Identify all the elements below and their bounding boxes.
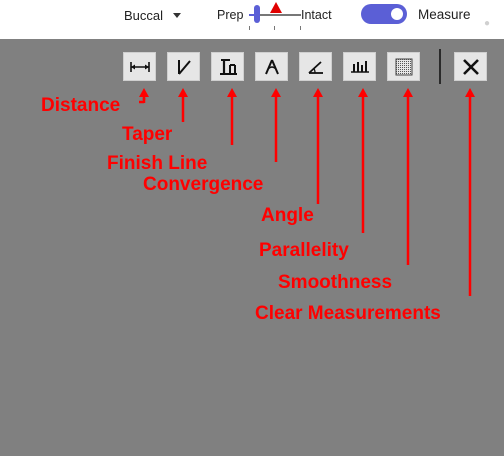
toggle-knob bbox=[391, 8, 403, 20]
taper-arrowhead bbox=[178, 88, 188, 97]
close-icon bbox=[462, 58, 479, 75]
view-dropdown[interactable]: Buccal bbox=[124, 6, 182, 24]
callout-angle: Angle bbox=[261, 205, 314, 226]
slider-tick bbox=[249, 26, 250, 30]
convergence-icon bbox=[264, 59, 279, 74]
callout-distance: Distance bbox=[41, 95, 121, 116]
parallelity-arrowhead bbox=[358, 88, 368, 97]
callout-parallelity: Parallelity bbox=[259, 240, 349, 261]
smoothness-arrowhead bbox=[403, 88, 413, 97]
smoothness-button[interactable] bbox=[387, 52, 420, 81]
measure-label: Measure bbox=[418, 7, 471, 22]
clear-measurements-button[interactable] bbox=[454, 52, 487, 81]
parallelity-icon bbox=[350, 60, 369, 73]
annotation-arrow-group bbox=[139, 88, 475, 296]
slider-tick bbox=[300, 26, 301, 30]
clear-arrowhead bbox=[465, 88, 475, 97]
callout-taper: Taper bbox=[122, 124, 173, 145]
distance-icon bbox=[129, 61, 150, 72]
convergence-arrowhead bbox=[271, 88, 281, 97]
callout-clear-measurements: Clear Measurements bbox=[255, 303, 441, 324]
finish-line-icon bbox=[219, 58, 237, 75]
callout-finish-line: Finish Line bbox=[107, 153, 208, 174]
finish-line-arrowhead bbox=[227, 88, 237, 97]
top-bar: Buccal Prep Intact Measure ● bbox=[0, 0, 504, 39]
slider-thumb[interactable] bbox=[253, 5, 260, 23]
annotation-pointer-icon bbox=[270, 2, 282, 13]
angle-arrowhead bbox=[313, 88, 323, 97]
view-dropdown-value: Buccal bbox=[124, 7, 164, 23]
paw-icon: ● bbox=[484, 18, 491, 29]
slider-track bbox=[249, 14, 301, 16]
taper-button[interactable] bbox=[167, 52, 200, 81]
callout-smoothness: Smoothness bbox=[278, 272, 393, 293]
distance-arrowhead bbox=[139, 88, 149, 97]
distance-button[interactable] bbox=[123, 52, 156, 81]
angle-icon bbox=[307, 60, 323, 74]
angle-button[interactable] bbox=[299, 52, 332, 81]
prep-label: Prep bbox=[217, 8, 244, 22]
intact-label: Intact bbox=[301, 8, 332, 22]
slider-tick bbox=[274, 26, 275, 30]
measure-toggle[interactable] bbox=[361, 4, 407, 24]
convergence-button[interactable] bbox=[255, 52, 288, 81]
taper-icon bbox=[177, 59, 191, 75]
parallelity-button[interactable] bbox=[343, 52, 376, 81]
prep-intact-slider[interactable] bbox=[247, 2, 302, 32]
finish-line-button[interactable] bbox=[211, 52, 244, 81]
slider-fill bbox=[249, 14, 257, 16]
chevron-down-icon bbox=[173, 13, 182, 18]
callout-convergence: Convergence bbox=[143, 174, 264, 195]
smoothness-icon bbox=[395, 58, 412, 75]
toolbar-divider bbox=[439, 49, 441, 84]
